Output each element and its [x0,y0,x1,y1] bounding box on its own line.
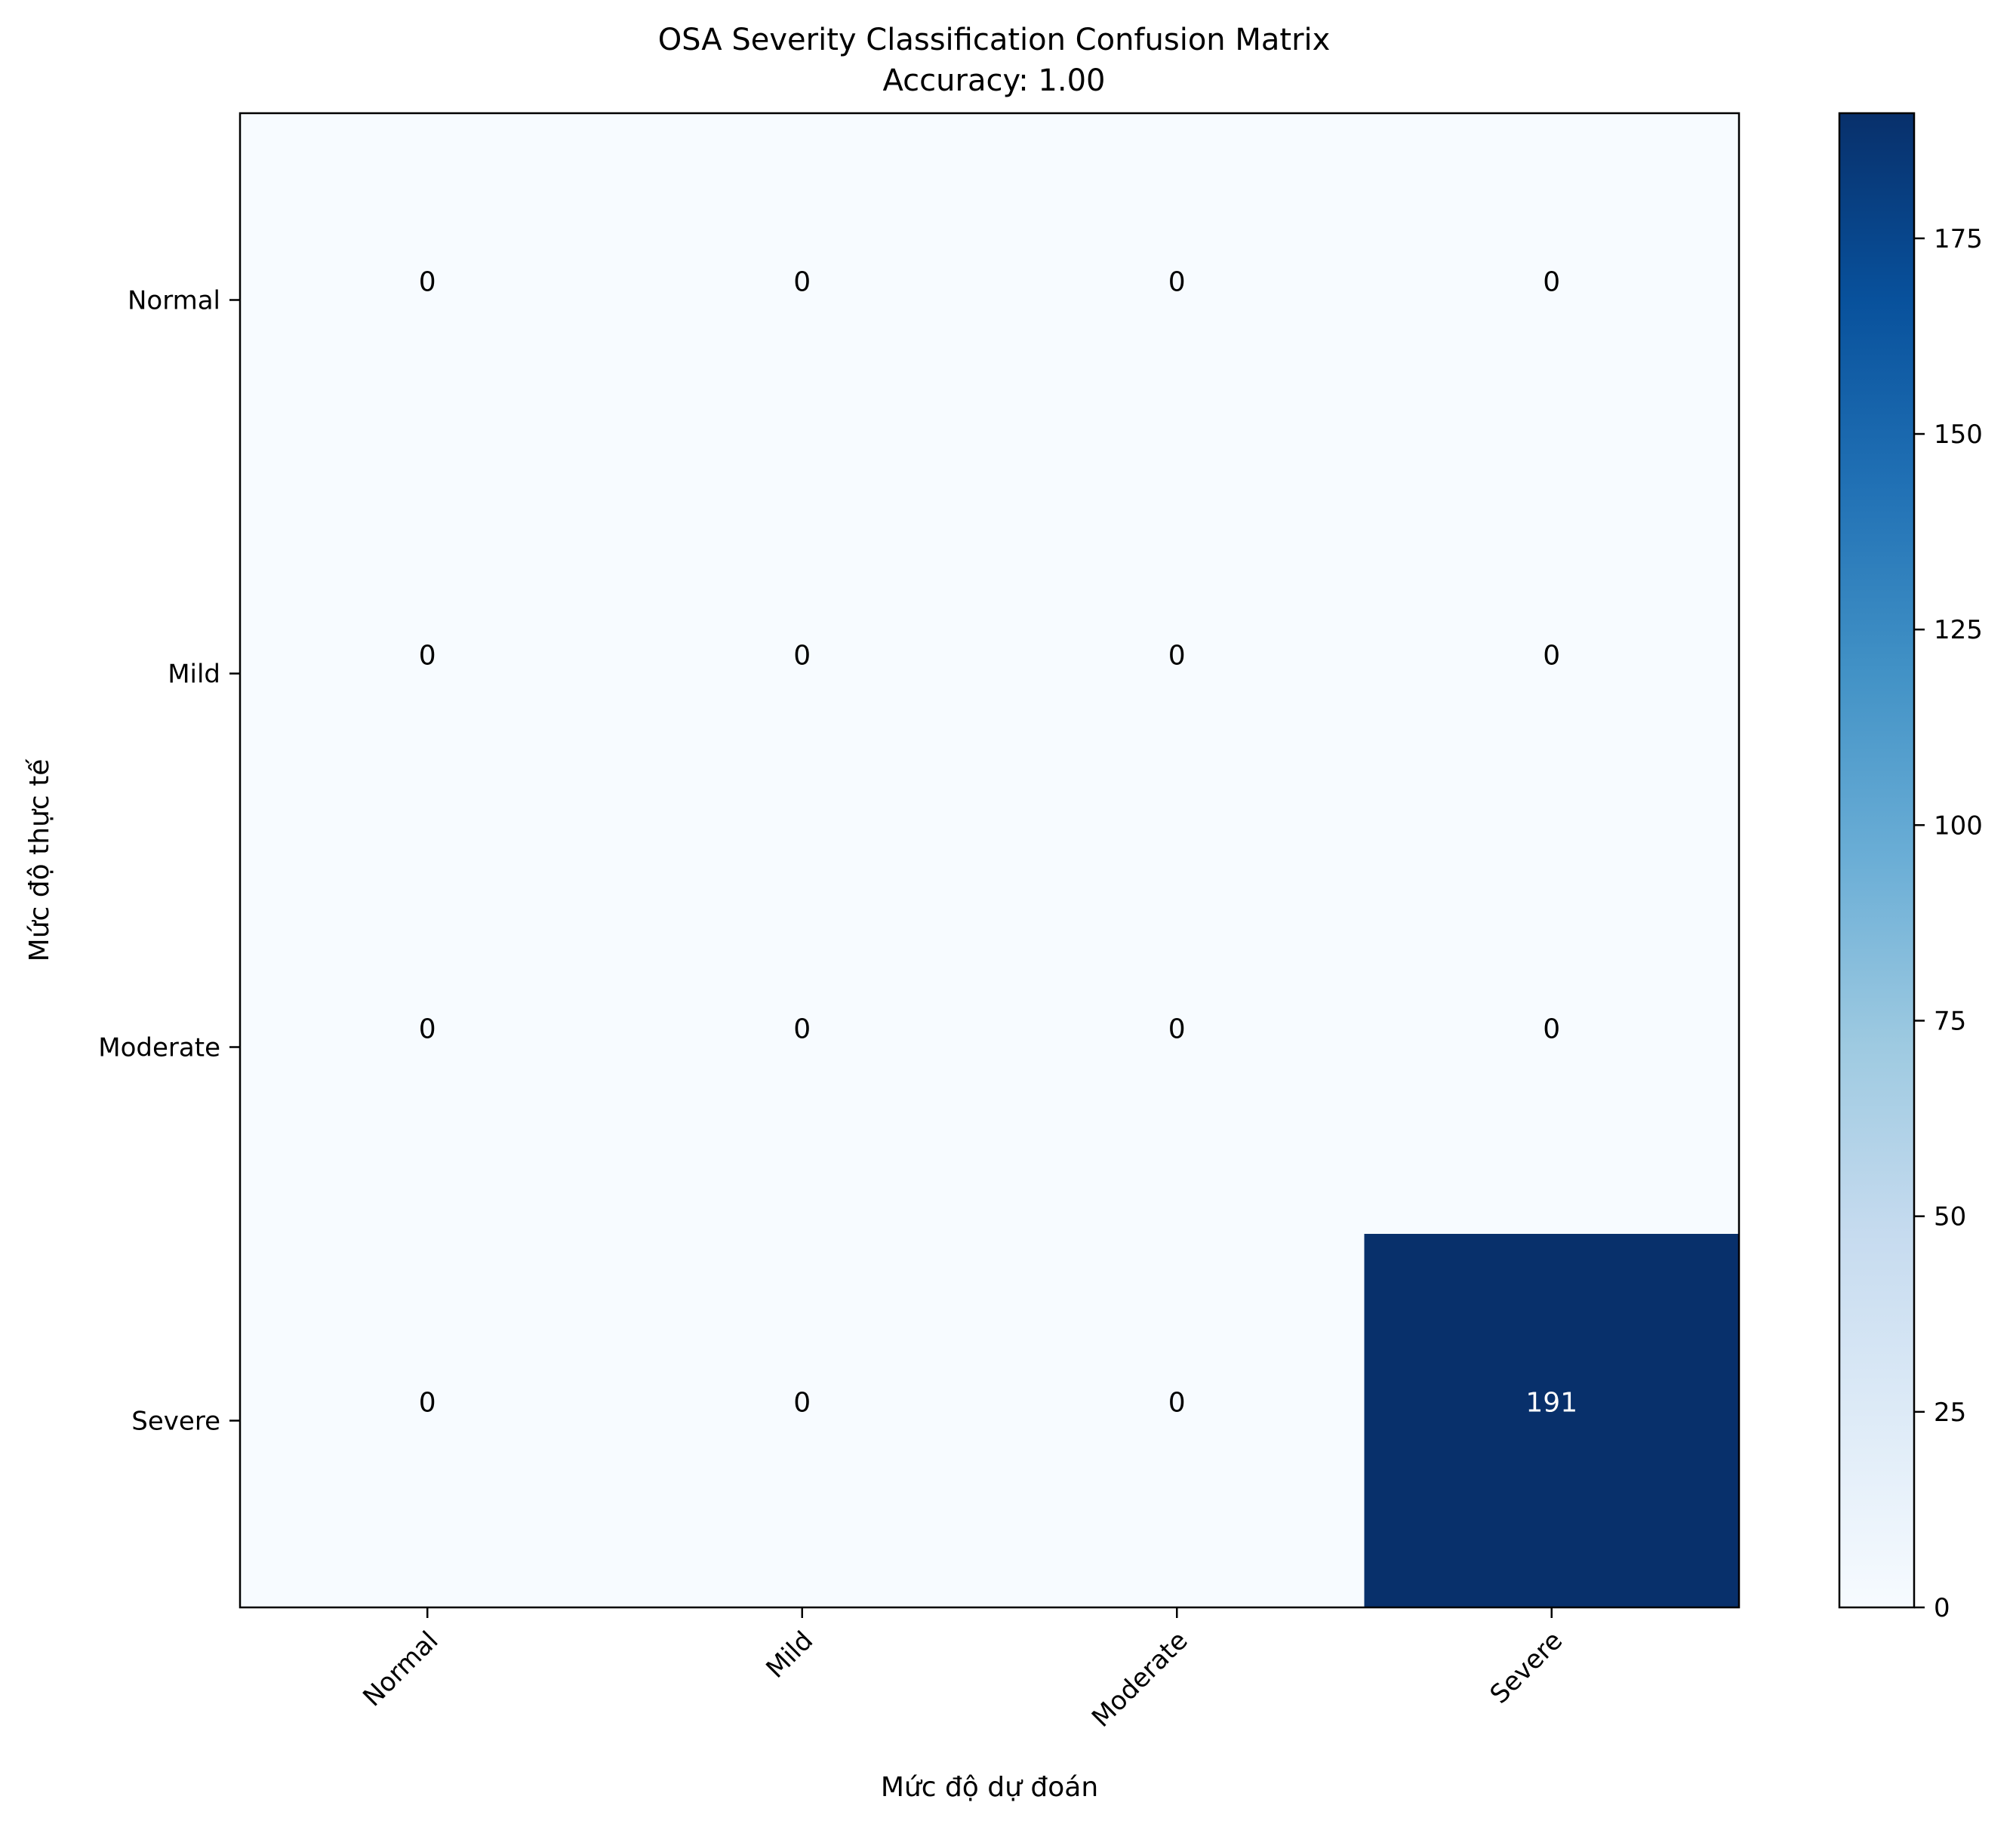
y-tick-label: Normal [128,286,220,316]
colorbar-tick-label: 25 [1934,1398,1966,1428]
heatmap-cell [1364,1234,1740,1608]
heatmap-cell [240,860,615,1235]
cell-value-label: 0 [1543,1014,1560,1045]
x-axis-label: Mức độ dự đoán [881,1772,1098,1803]
heatmap-cell [614,860,990,1235]
heatmap-cell [990,860,1365,1235]
y-axis-label: Mức độ thực tế [24,758,55,962]
cell-value-label: 191 [1525,1388,1577,1419]
cell-value-label: 0 [793,1014,811,1045]
heatmap-cell [240,113,615,488]
plot-frame [239,112,1741,1609]
cell-value-label: 0 [419,267,436,298]
cell-value-label: 0 [419,641,436,672]
cell-value-label: 0 [419,1014,436,1045]
y-tick-label: Mild [168,660,220,690]
heatmap-cell [1364,487,1740,861]
heatmap-cell [614,1234,990,1608]
y-tick-label: Moderate [98,1033,220,1063]
cell-value-label: 0 [1168,267,1186,298]
cell-value-label: 0 [1168,641,1186,672]
heatmap-cell [240,1234,615,1608]
heatmap-cell [614,113,990,488]
colorbar-tick-label: 50 [1934,1202,1966,1232]
cell-value-label: 0 [1168,1014,1186,1045]
colorbar-tick-label: 75 [1934,1007,1966,1037]
x-tick-label: Moderate [1086,1626,1194,1733]
colorbar-tick-label: 100 [1934,810,1983,841]
cell-value-label: 0 [1543,641,1560,672]
cell-value-label: 0 [1168,1388,1186,1419]
x-tick-label: Severe [1485,1626,1569,1710]
heatmap-cell [614,487,990,861]
heatmap-cell [990,1234,1365,1608]
colorbar [1838,112,1916,1609]
colorbar-tick-label: 150 [1934,420,1983,450]
y-tick-label: Severe [131,1407,220,1437]
heatmap-cell [240,487,615,861]
heatmap-cell [990,113,1365,488]
cell-value-label: 0 [419,1388,436,1419]
chart-title: OSA Severity Classification Confusion Ma… [658,23,1331,57]
cell-value-label: 0 [793,267,811,298]
colorbar-tick-label: 175 [1934,224,1983,254]
heatmap-cell [990,487,1365,861]
heatmap-cell [1364,113,1740,488]
colorbar-ticks: 0 25 50 75 100 125 150 175 [1914,224,1983,1623]
cell-value-label: 0 [1543,267,1560,298]
heatmap-cell [1364,860,1740,1235]
x-tick-label: Normal [357,1626,444,1712]
chart-subtitle: Accuracy: 1.00 [883,63,1106,98]
colorbar-tick-label: 0 [1934,1593,1950,1623]
x-tick-label: Mild [760,1626,819,1684]
cell-value-label: 0 [793,1388,811,1419]
heatmap-cells: 0 0 0 0 0 0 0 0 0 0 0 0 0 0 0 191 [240,113,1740,1608]
colorbar-tick-label: 125 [1934,615,1983,645]
cell-value-label: 0 [793,641,811,672]
